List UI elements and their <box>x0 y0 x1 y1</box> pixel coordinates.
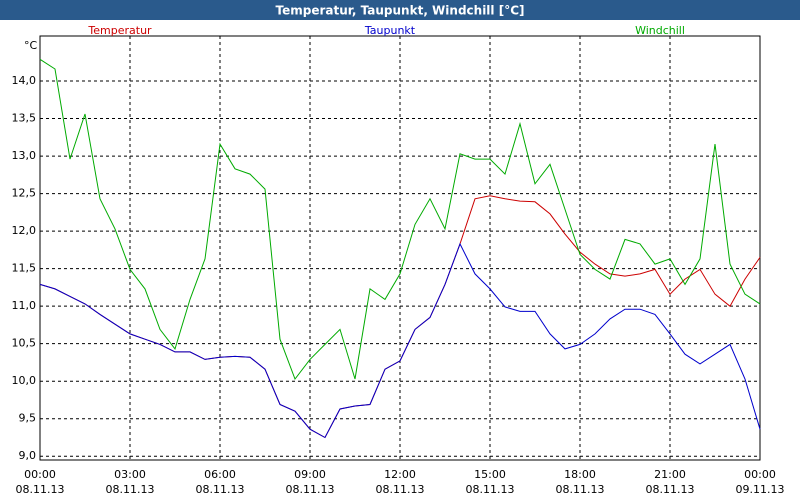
legend-entry: Temperatur <box>87 24 152 37</box>
series-line <box>39 242 761 439</box>
x-tick-date: 08.11.13 <box>376 483 425 496</box>
x-tick-date: 08.11.13 <box>556 483 605 496</box>
y-tick-label: 13,5 <box>12 112 37 125</box>
x-tick-label: 15:00 <box>474 468 506 481</box>
y-tick-label: 11,5 <box>12 262 37 275</box>
x-tick-date: 08.11.13 <box>106 483 155 496</box>
x-tick-label: 09:00 <box>294 468 326 481</box>
x-tick-label: 00:00 <box>24 468 56 481</box>
legend-entry: Taupunkt <box>364 24 416 37</box>
x-tick-label: 21:00 <box>654 468 686 481</box>
y-axis-label: °C <box>24 39 38 52</box>
x-tick-date: 08.11.13 <box>646 483 695 496</box>
x-tick-date: 08.11.13 <box>286 483 335 496</box>
y-tick-label: 12,0 <box>12 224 37 237</box>
x-tick-label: 12:00 <box>384 468 416 481</box>
y-tick-label: 11,0 <box>12 299 37 312</box>
x-tick-date: 09.11.13 <box>736 483 785 496</box>
y-tick-label: 9,0 <box>19 449 37 462</box>
title-bar <box>0 0 800 20</box>
y-tick-label: 14,0 <box>12 74 37 87</box>
x-tick-label: 06:00 <box>204 468 236 481</box>
legend-entry: Windchill <box>635 24 685 37</box>
y-tick-label: 12,5 <box>12 187 37 200</box>
x-tick-date: 08.11.13 <box>196 483 245 496</box>
x-tick-label: 00:00 <box>744 468 776 481</box>
y-tick-label: 10,0 <box>12 374 37 387</box>
x-tick-date: 08.11.13 <box>16 483 65 496</box>
chart-title: Temperatur, Taupunkt, Windchill [°C] <box>276 4 525 18</box>
y-tick-label: 10,5 <box>12 337 37 350</box>
y-tick-label: 13,0 <box>12 149 37 162</box>
x-tick-date: 08.11.13 <box>466 483 515 496</box>
y-tick-label: 9,5 <box>19 412 37 425</box>
series-line <box>39 58 761 381</box>
x-tick-label: 03:00 <box>114 468 146 481</box>
x-tick-label: 18:00 <box>564 468 596 481</box>
